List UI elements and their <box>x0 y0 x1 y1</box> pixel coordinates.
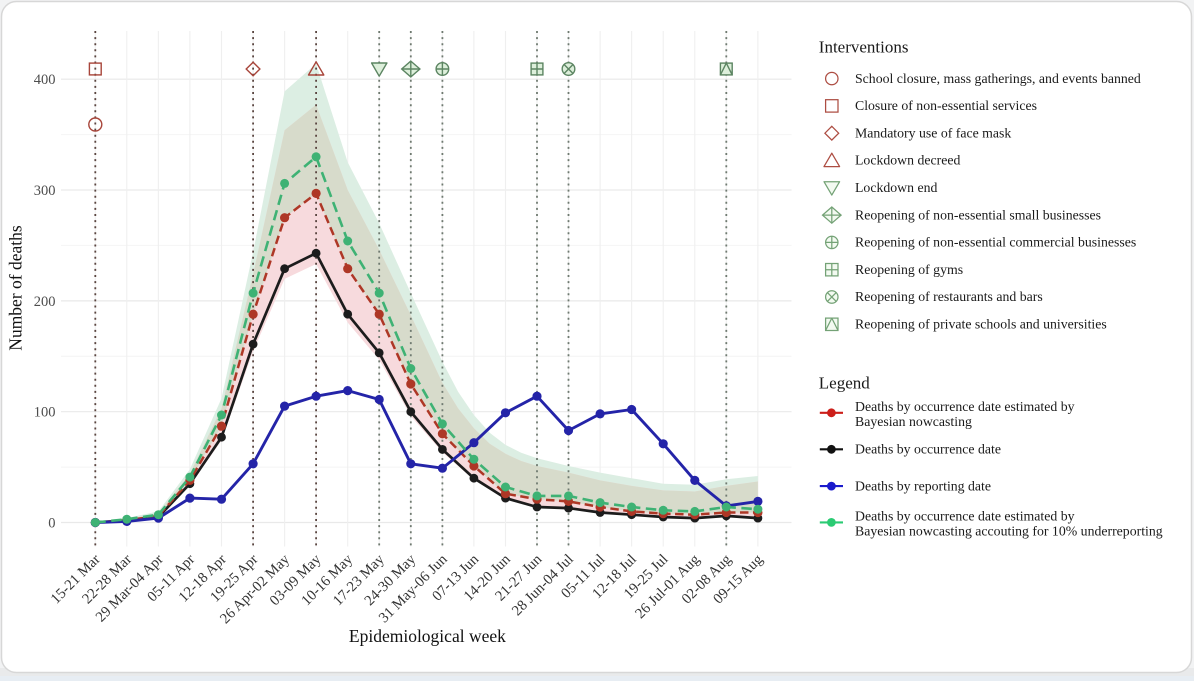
svg-text:Reopening of gyms: Reopening of gyms <box>855 262 963 277</box>
svg-text:200: 200 <box>34 294 56 310</box>
svg-text:Epidemiological week: Epidemiological week <box>349 626 506 646</box>
svg-text:Reopening of non-essential sma: Reopening of non-essential small busines… <box>855 207 1101 222</box>
svg-text:300: 300 <box>34 183 56 199</box>
svg-text:Number of deaths: Number of deaths <box>6 225 26 351</box>
svg-text:Reopening of non-essential com: Reopening of non-essential commercial bu… <box>855 235 1136 250</box>
svg-text:0: 0 <box>48 516 55 532</box>
svg-text:Deaths by reporting date: Deaths by reporting date <box>855 478 991 493</box>
svg-text:100: 100 <box>34 405 56 421</box>
svg-text:Closure of non-essential servi: Closure of non-essential services <box>855 98 1037 113</box>
svg-text:Bayesian nowcasting accouting: Bayesian nowcasting accouting for 10% un… <box>855 524 1163 539</box>
svg-text:Deaths by occurrence date esti: Deaths by occurrence date estimated by <box>855 399 1075 414</box>
svg-text:Lockdown end: Lockdown end <box>855 180 937 195</box>
svg-text:Reopening of restaurants and b: Reopening of restaurants and bars <box>855 289 1043 304</box>
svg-text:Lockdown decreed: Lockdown decreed <box>855 153 960 168</box>
svg-text:Reopening of private schools a: Reopening of private schools and univers… <box>855 317 1107 332</box>
svg-text:Deaths by occurrence date esti: Deaths by occurrence date estimated by <box>855 509 1075 524</box>
svg-text:School closure, mass gathering: School closure, mass gatherings, and eve… <box>855 71 1141 86</box>
svg-text:Interventions: Interventions <box>819 38 909 57</box>
svg-text:Mandatory use of face mask: Mandatory use of face mask <box>855 125 1011 140</box>
svg-text:Deaths by occurrence date: Deaths by occurrence date <box>855 442 1001 457</box>
svg-text:400: 400 <box>34 72 56 88</box>
svg-text:Bayesian nowcasting: Bayesian nowcasting <box>855 414 972 429</box>
svg-text:Legend: Legend <box>819 374 870 393</box>
